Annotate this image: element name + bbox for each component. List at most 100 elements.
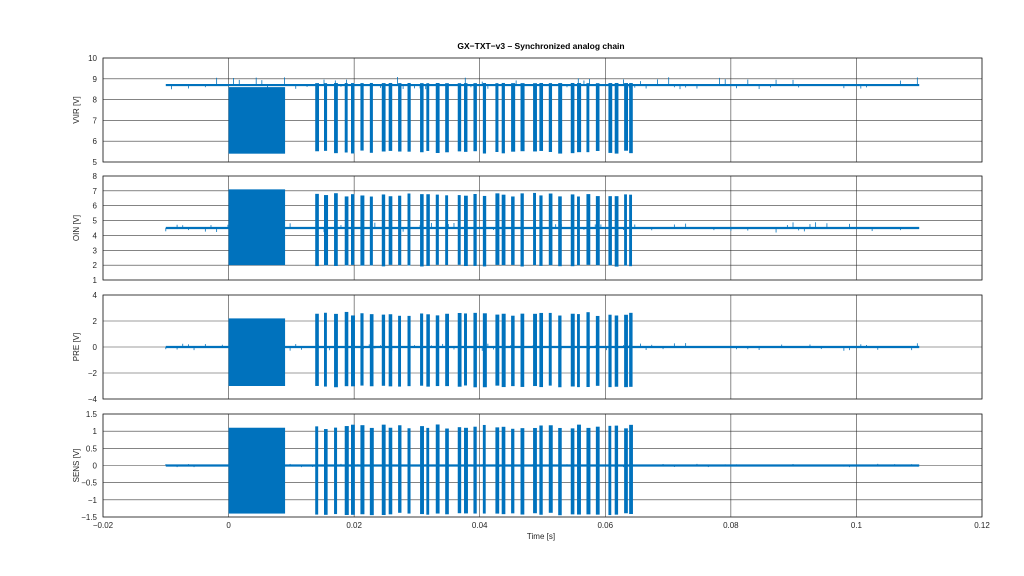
panel-4: −1.5 −1 −0.5 0 0.5 1 1.5 SENS [V] −0.02 0 0.02 0.04… <box>72 410 990 530</box>
signal-burst <box>457 83 462 152</box>
y-tick-label: 0 <box>93 343 98 352</box>
signal-burst <box>482 424 486 514</box>
signal-burst <box>315 193 319 267</box>
y-tick-label: −0.5 <box>81 479 97 488</box>
y-tick-label: −4 <box>88 395 98 404</box>
y-tick-label: 2 <box>93 317 98 326</box>
signal-burst <box>344 196 349 266</box>
signal-burst <box>482 313 487 388</box>
signal-burst <box>586 427 591 515</box>
x-axis-label: Time [s] <box>527 532 555 541</box>
signal-burst <box>407 193 411 266</box>
signal-burst <box>381 424 386 516</box>
signal-burst <box>558 427 562 516</box>
signal-burst <box>577 424 581 515</box>
y-tick-label: 4 <box>93 231 98 240</box>
y-tick-label: 10 <box>88 54 97 63</box>
y-tick-label: 1 <box>93 427 98 436</box>
panel-1: 5 6 7 8 9 10 V\IR [V] <box>72 54 983 167</box>
y-tick-label: 9 <box>93 75 98 84</box>
signal-burst <box>495 193 500 265</box>
x-tick-label: 0.02 <box>346 521 362 530</box>
x-tick-label: 0.1 <box>851 521 863 530</box>
signal-burst <box>520 428 525 515</box>
signal-burst <box>457 312 462 387</box>
signal-burst <box>420 194 424 267</box>
signal-burst <box>473 83 477 152</box>
signal-burst <box>381 314 386 386</box>
signal-burst <box>539 312 544 388</box>
signal-burst <box>577 196 580 266</box>
signal-burst <box>533 192 537 266</box>
signal-burst <box>558 315 562 388</box>
x-tick-label: 0.06 <box>597 521 613 530</box>
y-tick-label: 0.5 <box>86 444 98 453</box>
signal-burst <box>548 312 552 386</box>
y-tick-label: 6 <box>93 202 98 211</box>
signal-burst <box>501 426 506 515</box>
signal-burst <box>558 196 562 267</box>
signal-burst <box>624 83 629 151</box>
signal-burst <box>614 315 619 387</box>
signal-burst <box>570 313 575 387</box>
signal-burst <box>445 313 449 387</box>
x-tick-label: −0.02 <box>93 521 114 530</box>
signal-burst <box>457 195 461 265</box>
signal-burst <box>577 83 582 153</box>
signal-series <box>165 311 920 388</box>
signal-burst <box>608 314 612 388</box>
signal-burst <box>388 314 393 387</box>
signal-burst <box>435 83 440 154</box>
axes-frame <box>102 294 983 400</box>
signal-burst <box>629 194 633 267</box>
signal-burst <box>539 195 543 266</box>
signal-burst <box>586 194 591 265</box>
signal-burst <box>464 313 467 386</box>
signal-burst <box>511 196 515 265</box>
x-tick-label: 0.12 <box>974 521 990 530</box>
signal-burst <box>457 427 462 514</box>
signal-burst <box>614 196 619 267</box>
y-tick-label: 8 <box>93 96 98 105</box>
axes-frame <box>102 413 983 518</box>
signal-burst <box>351 424 355 515</box>
signal-burst <box>608 83 613 153</box>
signal-burst <box>595 426 600 515</box>
signal-burst <box>501 82 505 154</box>
signal-burst <box>344 426 349 515</box>
signal-burst <box>520 83 525 152</box>
signal-burst <box>501 313 506 388</box>
y-tick-label: 5 <box>93 158 98 167</box>
signal-burst <box>407 315 411 387</box>
signal-burst <box>388 427 393 515</box>
signal-burst <box>388 82 393 151</box>
signal-burst <box>426 83 430 151</box>
signal-burst <box>398 315 402 387</box>
x-tick-label: 0 <box>226 521 231 530</box>
signal-burst <box>369 196 373 266</box>
signal-burst <box>435 315 440 387</box>
x-tick-label: 0.08 <box>723 521 739 530</box>
signal-burst <box>624 314 628 388</box>
signal-burst <box>344 311 349 387</box>
signal-burst <box>420 313 424 386</box>
signal-series <box>165 76 920 154</box>
signal-burst <box>473 194 477 266</box>
signal-burst <box>351 83 355 154</box>
signal-burst <box>351 315 355 387</box>
signal-burst <box>511 83 516 152</box>
panel-2: 1 2 3 4 5 6 7 8 OIN [V] <box>72 172 983 285</box>
signal-dense-block <box>228 189 286 266</box>
signal-burst <box>614 425 619 515</box>
signal-burst <box>533 83 537 152</box>
signal-burst <box>324 83 328 151</box>
y-tick-label: 2 <box>93 261 98 270</box>
signal-burst <box>595 83 600 151</box>
y-tick-label: 0 <box>93 462 98 471</box>
signal-burst <box>420 426 424 515</box>
signal-burst <box>344 83 348 153</box>
axes-frame <box>102 57 983 163</box>
signal-burst <box>334 83 338 154</box>
